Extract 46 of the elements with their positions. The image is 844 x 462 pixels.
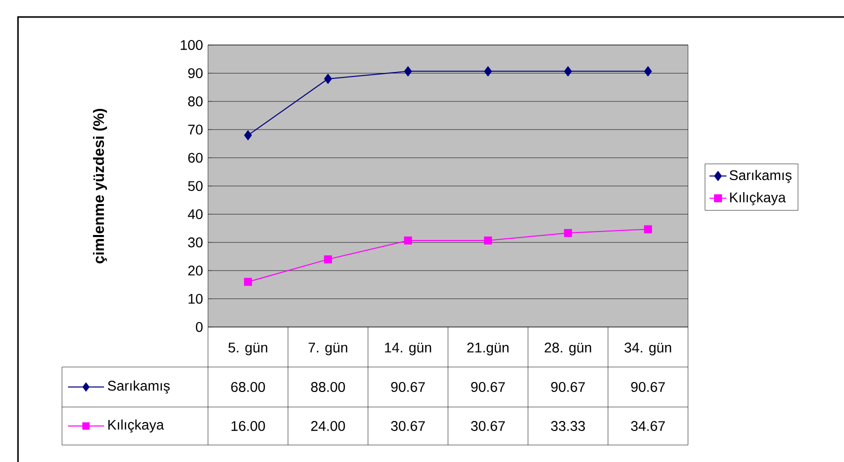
point (484, 236, 492, 245)
x-tick-label: 5. gün (228, 342, 268, 356)
y-tick-label: 10 (188, 294, 203, 304)
data-label: 88.00 (311, 382, 345, 392)
point (644, 66, 652, 76)
x-tick-label: 28. gün (544, 342, 592, 356)
y-tick-label: 0 (196, 322, 203, 332)
point (404, 236, 412, 245)
point (404, 66, 412, 76)
data-label: 30.67 (471, 421, 505, 431)
point (324, 74, 332, 84)
point (244, 130, 252, 140)
data-label: 16.00 (232, 421, 265, 431)
data-label: 30.67 (391, 421, 425, 431)
data-label: 90.67 (391, 382, 425, 392)
y-axis-title: çimlenme yüzdesi (%) (93, 108, 107, 264)
y-tick-label: 20 (188, 266, 203, 276)
point (564, 66, 572, 76)
y-tick-label: 70 (188, 124, 203, 135)
y-tick-label: 60 (188, 152, 203, 163)
point (244, 278, 252, 286)
point (324, 255, 332, 264)
legend-label: Kılıçkaya (730, 192, 786, 206)
text: Sarıkamış (108, 380, 170, 394)
x-tick-label: 14. gün (385, 342, 432, 356)
x-tick-label: 34. gün (624, 342, 672, 356)
y-tick-label: 40 (188, 209, 203, 220)
point (484, 66, 492, 76)
data-label: 34.67 (631, 421, 665, 431)
data-label: 33.33 (551, 421, 585, 431)
data-label: 68.00 (231, 382, 265, 392)
y-tick-label: 90 (188, 68, 203, 78)
data-label: 90.67 (551, 382, 585, 392)
x-tick-label: 7. gün (308, 342, 348, 356)
y-tick-label: 50 (188, 181, 203, 191)
point (644, 225, 652, 234)
y-tick-label: 100 (180, 40, 203, 50)
data-label: 90.67 (631, 382, 665, 392)
point (564, 229, 572, 238)
x-tick-label: 21.gün (467, 342, 508, 356)
text: Kılıçkaya (108, 419, 164, 433)
data-label: 24.00 (311, 421, 345, 431)
legend-label: Sarıkamış (730, 170, 792, 183)
y-tick-label: 30 (188, 237, 203, 248)
y-tick-label: 80 (188, 96, 203, 106)
data-label: 90.67 (471, 382, 505, 392)
